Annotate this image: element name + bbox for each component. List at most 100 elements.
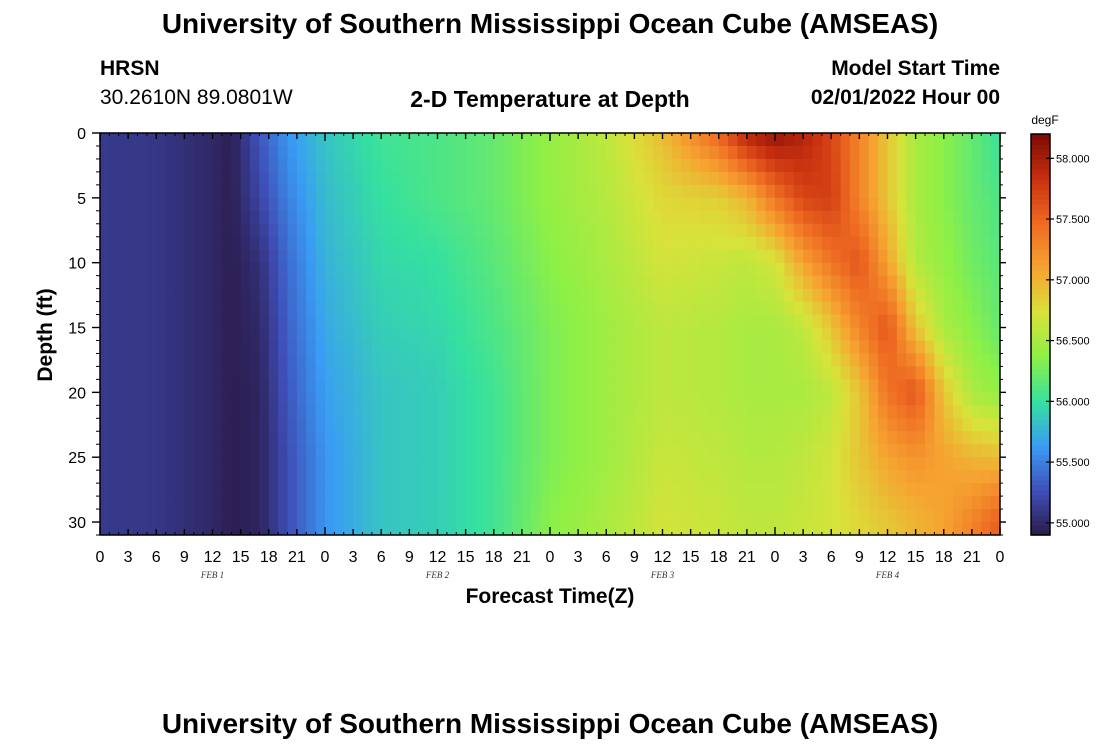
heatmap-cell <box>709 223 720 238</box>
heatmap-cell <box>840 327 851 342</box>
heatmap-cell <box>578 366 589 380</box>
heatmap-cell <box>775 197 785 212</box>
heatmap-cell <box>184 223 195 238</box>
heatmap-cell <box>325 405 335 419</box>
heatmap-cell <box>156 509 167 523</box>
heatmap-cell <box>840 184 851 199</box>
heatmap-cell <box>118 509 129 523</box>
heatmap-cell <box>606 262 617 277</box>
heatmap-cell <box>353 366 364 380</box>
heatmap-cell <box>550 457 560 471</box>
heatmap-cell <box>718 236 729 251</box>
heatmap-cell <box>512 457 523 471</box>
x-tick-label: 12 <box>204 549 222 566</box>
heatmap-cell <box>962 249 973 264</box>
heatmap-cell <box>146 496 157 510</box>
heatmap-cell <box>465 171 476 186</box>
heatmap-cell <box>643 145 654 160</box>
heatmap-cell <box>137 340 148 355</box>
heatmap-cell <box>175 236 185 251</box>
x-tick-label: 18 <box>710 549 728 566</box>
heatmap-cell <box>184 379 195 393</box>
heatmap-cell <box>193 288 204 303</box>
heatmap-cell <box>831 158 842 173</box>
heatmap-cell <box>896 509 907 523</box>
heatmap-cell <box>831 444 842 458</box>
heatmap-cell <box>128 158 139 173</box>
heatmap-cell <box>671 392 682 406</box>
heatmap-cell <box>371 444 382 458</box>
heatmap-cell <box>193 431 204 445</box>
heatmap-cell <box>915 522 926 535</box>
heatmap-cell <box>390 366 401 380</box>
heatmap-cell <box>746 444 757 458</box>
heatmap-cell <box>596 249 607 264</box>
heatmap-cell <box>118 470 129 484</box>
heatmap-cell <box>971 262 982 277</box>
heatmap-cell <box>250 145 260 160</box>
heatmap-cell <box>765 249 776 264</box>
heatmap-cell <box>128 470 139 484</box>
heatmap-cell <box>175 340 185 355</box>
heatmap-cell <box>906 171 917 186</box>
heatmap-cell <box>634 483 645 497</box>
heatmap-cell <box>718 197 729 212</box>
colorbar-segment <box>1031 499 1050 506</box>
heatmap-cell <box>690 197 701 212</box>
heatmap-cell <box>465 405 476 419</box>
heatmap-cell <box>390 223 401 238</box>
heatmap-cell <box>446 158 457 173</box>
heatmap-cell <box>990 379 1000 393</box>
heatmap-cell <box>203 405 214 419</box>
heatmap-cell <box>784 236 795 251</box>
heatmap-cell <box>812 444 823 458</box>
heatmap-cell <box>203 314 214 329</box>
heatmap-cell <box>765 327 776 342</box>
heatmap-cell <box>465 327 476 342</box>
heatmap-cell <box>418 418 429 432</box>
heatmap-cell <box>203 327 214 342</box>
heatmap-cell <box>700 431 710 445</box>
heatmap-cell <box>578 158 589 173</box>
colorbar: 55.00055.50056.00056.50057.00057.50058.0… <box>1030 133 1090 536</box>
heatmap-cell <box>343 392 354 406</box>
heatmap-cell <box>568 288 579 303</box>
heatmap-cell <box>221 184 232 199</box>
heatmap-cell <box>231 275 242 290</box>
heatmap-cell <box>100 301 110 316</box>
heatmap-cell <box>615 431 626 445</box>
heatmap-cell <box>643 197 654 212</box>
heatmap-cell <box>531 483 542 497</box>
heatmap-cell <box>128 210 139 225</box>
heatmap-cell <box>184 184 195 199</box>
heatmap-cell <box>850 197 860 212</box>
heatmap-cell <box>484 210 495 225</box>
heatmap-cell <box>400 509 410 523</box>
heatmap-cell <box>456 171 467 186</box>
heatmap-cell <box>343 418 354 432</box>
heatmap-cell <box>775 133 785 147</box>
heatmap-cell <box>943 431 954 445</box>
heatmap-cell <box>118 444 129 458</box>
heatmap-cell <box>259 197 270 212</box>
heatmap-cell <box>690 133 701 147</box>
heatmap-cell <box>118 340 129 355</box>
heatmap-cell <box>484 431 495 445</box>
heatmap-cell <box>259 431 270 445</box>
heatmap-cell <box>503 405 514 419</box>
heatmap-cell <box>662 171 673 186</box>
colorbar-segment <box>1031 419 1050 426</box>
heatmap-cell <box>615 483 626 497</box>
heatmap-cell <box>268 353 279 368</box>
heatmap-cell <box>100 133 110 147</box>
heatmap-cell <box>325 301 335 316</box>
heatmap-cell <box>390 405 401 419</box>
heatmap-cell <box>484 145 495 160</box>
heatmap-cell <box>625 418 635 432</box>
heatmap-cell <box>531 262 542 277</box>
heatmap-cell <box>578 275 589 290</box>
heatmap-cell <box>418 457 429 471</box>
heatmap-cell <box>493 470 504 484</box>
heatmap-cell <box>681 444 692 458</box>
heatmap-cell <box>493 133 504 147</box>
